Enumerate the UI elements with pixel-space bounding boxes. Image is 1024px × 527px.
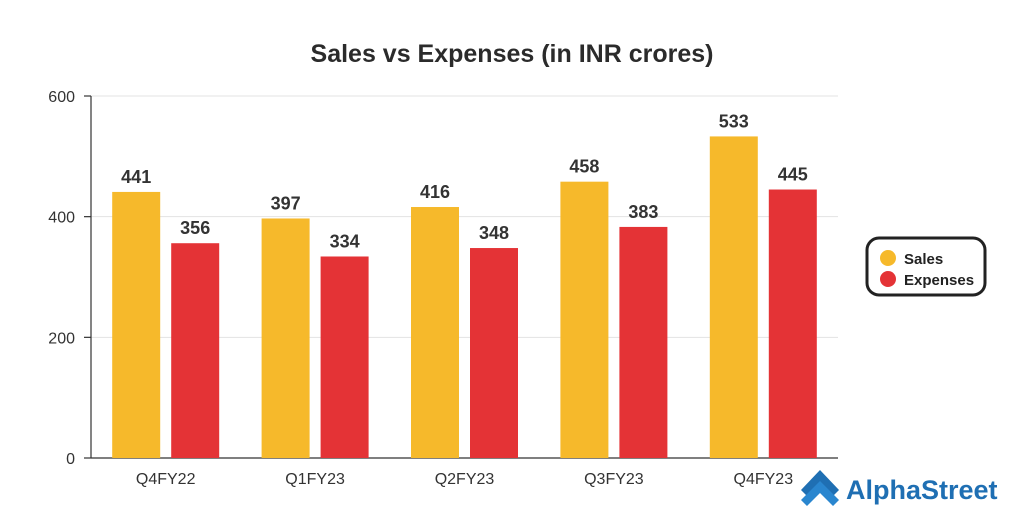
legend-label-sales: Sales [904,251,943,268]
bar-sales-q4fy22 [112,191,161,458]
y-tick-label: 400 [48,210,75,227]
bar-expenses-q4fy22 [171,243,220,458]
y-tick-label: 200 [48,330,75,347]
legend-swatch-expenses [880,271,896,287]
bar-sales-q2fy23 [411,207,459,458]
data-labels: 441 356 397 334 416 348 458 383 533 445 [121,111,808,251]
data-label-expenses-q2fy23: 348 [479,223,509,243]
x-tick-labels: Q4FY22 Q1FY23 Q2FY23 Q3FY23 Q4FY23 [136,471,793,488]
x-tick-label: Q4FY22 [136,471,196,488]
bar-expenses-q1fy23 [320,256,369,458]
data-label-expenses-q3fy23: 383 [628,202,658,222]
x-tick-label: Q4FY23 [734,471,794,488]
bar-expenses-q3fy23 [619,226,668,458]
bar-expenses-q2fy23 [470,248,518,458]
data-label-expenses-q1fy23: 334 [330,231,360,251]
y-tick-labels: 0 200 400 600 [48,89,75,468]
alphastreet-logo-icon [801,470,839,506]
legend-box [865,236,987,297]
x-tick-label: Q3FY23 [584,471,644,488]
y-tick-label: 0 [66,451,75,468]
bar-sales-q4fy23 [709,136,758,458]
bar-sales-q1fy23 [261,218,310,458]
data-label-sales-q1fy23: 397 [271,193,301,213]
data-label-sales-q2fy23: 416 [420,182,450,202]
data-label-sales-q3fy23: 458 [569,157,599,177]
legend-label-expenses: Expenses [904,272,974,289]
data-label-expenses-q4fy23: 445 [778,165,808,185]
bar-expenses-q4fy23 [768,189,817,458]
data-label-sales-q4fy22: 441 [121,167,151,187]
brand-name: AlphaStreet [846,475,998,505]
data-label-sales-q4fy23: 533 [719,111,749,131]
chart-title: Sales vs Expenses (in INR crores) [311,40,714,68]
legend: Sales Expenses [865,236,987,297]
x-tick-label: Q1FY23 [285,471,345,488]
y-tick-label: 600 [48,89,75,106]
x-tick-label: Q2FY23 [435,471,495,488]
brand-logo: AlphaStreet [801,470,998,506]
bars [112,136,817,458]
data-label-expenses-q4fy22: 356 [180,218,210,238]
bar-sales-q3fy23 [560,181,609,458]
legend-swatch-sales [880,250,896,266]
